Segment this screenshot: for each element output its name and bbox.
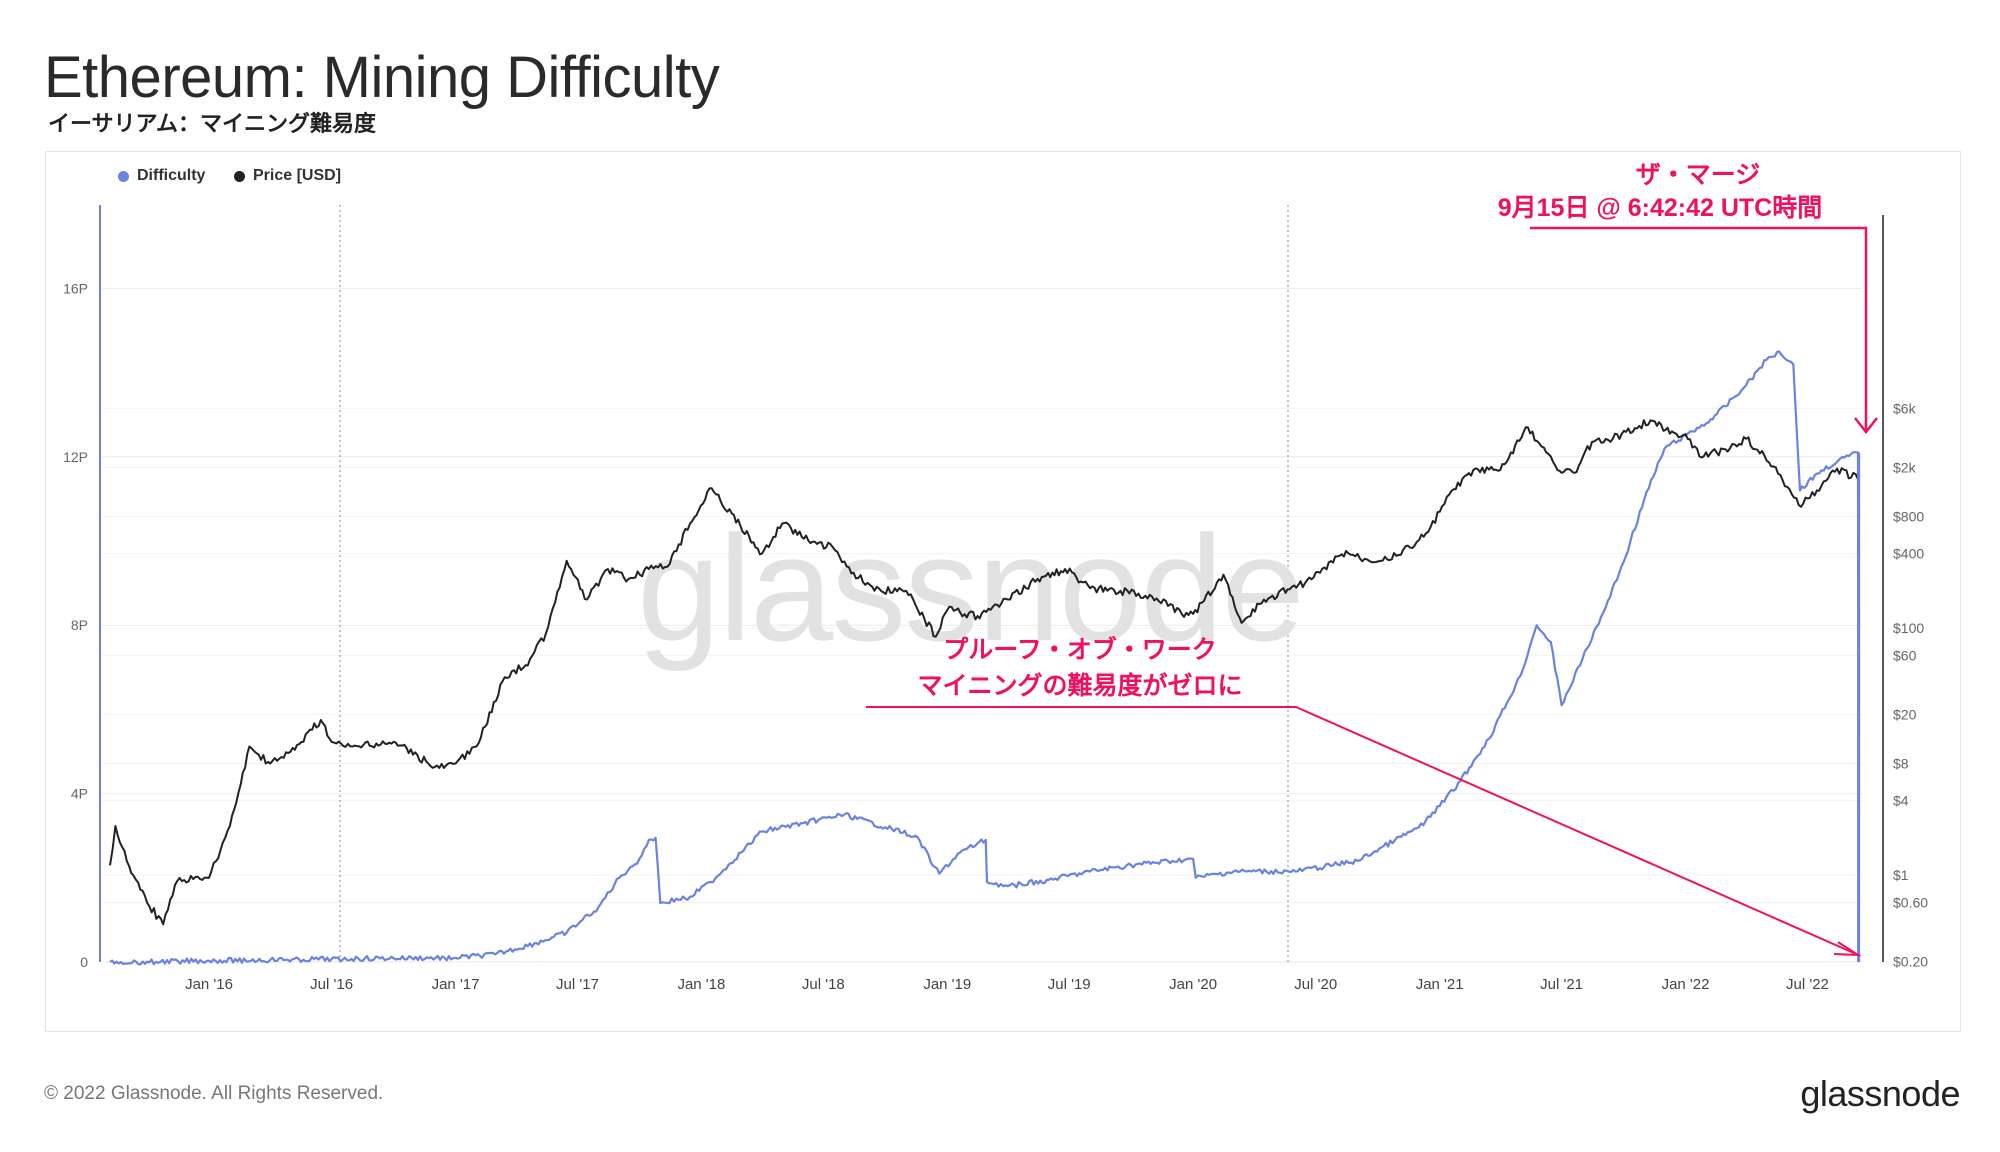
- x-tick-label: Jan '20: [1169, 976, 1217, 993]
- glassnode-watermark: glassnode: [637, 504, 1303, 672]
- y-tick-label-right: $100: [1893, 620, 1924, 636]
- x-tick-label: Jul '17: [556, 976, 599, 993]
- x-tick-label: Jul '16: [310, 976, 353, 993]
- merge-annotation-line2: 9月15日 @ 6:42:42 UTC時間: [1498, 193, 1822, 222]
- merge-arrowhead: [1854, 417, 1878, 435]
- merge-annotation-line1: ザ・マージ: [1636, 161, 1761, 189]
- pow-annotation-line1: プルーフ・オブ・ワーク: [943, 635, 1217, 664]
- y-tick-label-left: 4P: [71, 786, 88, 802]
- x-tick-label: Jul '19: [1048, 976, 1091, 993]
- x-tick-label: Jul '18: [802, 976, 845, 993]
- y-tick-label-right: $2k: [1893, 459, 1917, 475]
- x-tick-label: Jan '16: [185, 976, 233, 993]
- x-tick-label: Jan '22: [1662, 976, 1710, 993]
- legend-item-price[interactable]: Price [USD]: [234, 167, 341, 185]
- legend-dot-price: [234, 170, 245, 182]
- page-subtitle: イーサリアム：マイニング難易度: [48, 111, 377, 136]
- y-tick-label-left: 12P: [63, 449, 88, 465]
- y-tick-label-left: 0: [80, 954, 88, 970]
- x-tick-label: Jul '20: [1294, 976, 1337, 993]
- chart-frame: [45, 151, 1961, 1032]
- copyright-footer: © 2022 Glassnode. All Rights Reserved.: [44, 1083, 384, 1104]
- y-tick-label-left: 8P: [71, 617, 88, 633]
- y-tick-label-right: $4: [1893, 793, 1909, 809]
- x-tick-label: Jan '21: [1416, 976, 1464, 993]
- y-tick-label-right: $0.60: [1893, 895, 1928, 911]
- y-tick-label-right: $1: [1893, 867, 1909, 883]
- merge-annotation-leader: [1530, 226, 1868, 430]
- x-tick-label: Jan '18: [677, 976, 725, 993]
- y-tick-label-right: $400: [1893, 546, 1924, 562]
- y-tick-label-right: $60: [1893, 647, 1917, 663]
- y-tick-label-right: $20: [1893, 706, 1917, 722]
- legend-label-difficulty: Difficulty: [137, 167, 206, 184]
- y-tick-label-left: 16P: [63, 280, 88, 296]
- pow-arrowhead: [1833, 941, 1862, 957]
- difficulty-series-line: [109, 350, 1860, 966]
- legend-item-difficulty[interactable]: Difficulty: [118, 167, 205, 185]
- legend-label-price: Price [USD]: [253, 167, 342, 184]
- price-series-line: [109, 419, 1860, 926]
- y-tick-label-right: $0.20: [1893, 954, 1928, 970]
- glassnode-logo[interactable]: glassnode: [1800, 1073, 1960, 1114]
- y-tick-label-right: $800: [1893, 508, 1924, 524]
- pow-annotation-line2: マイニングの難易度がゼロに: [917, 671, 1242, 700]
- pow-annotation-leader: [866, 706, 1857, 955]
- y-tick-label-right: $6k: [1893, 400, 1917, 416]
- legend-dot-difficulty: [118, 170, 129, 182]
- page-title: Ethereum: Mining Difficulty: [44, 45, 720, 110]
- x-tick-label: Jul '22: [1786, 976, 1829, 993]
- x-tick-label: Jul '21: [1540, 976, 1583, 993]
- y-tick-label-right: $8: [1893, 756, 1909, 772]
- x-tick-label: Jan '19: [923, 976, 971, 993]
- x-tick-label: Jan '17: [432, 976, 480, 993]
